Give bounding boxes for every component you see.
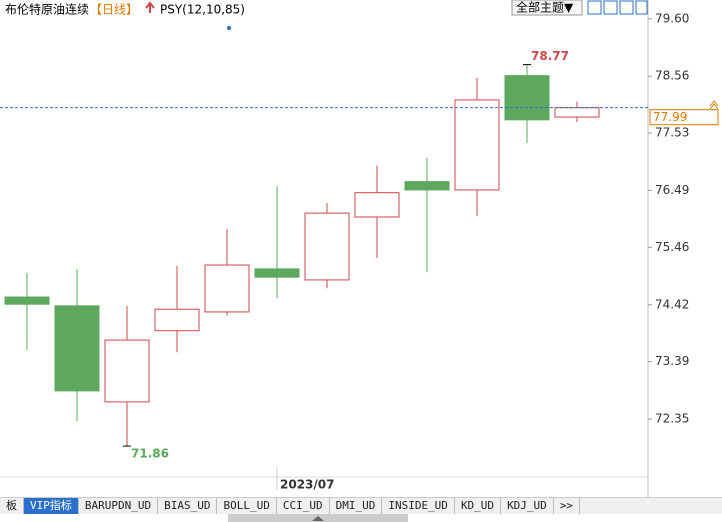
tab-bar: 板 VIP指标 BARUPDN_UD BIAS_UD BOLL_UD CCI_UD DMI_…: [0, 497, 722, 514]
candle-body: [54, 305, 100, 392]
candle-body: [104, 339, 150, 403]
candle-body: [304, 212, 350, 281]
y-tick-label: 75.46: [655, 240, 689, 254]
period: 【日线】: [90, 3, 138, 17]
tab[interactable]: VIP指标: [24, 498, 79, 514]
indicator[interactable]: PSY(12,10,85): [160, 3, 245, 17]
tab[interactable]: >>: [554, 498, 581, 514]
y-tick-label: 73.39: [655, 354, 689, 368]
candle-body: [4, 296, 50, 305]
theme-button[interactable]: [511, 0, 583, 16]
y-tick-label: 78.56: [655, 69, 689, 83]
scroll-arrow[interactable]: [312, 516, 324, 521]
tab[interactable]: BIAS_UD: [158, 498, 218, 514]
candle-body: [154, 308, 200, 332]
chart-title: 布伦特原油连续: [5, 2, 89, 17]
tab[interactable]: INSIDE_UD: [382, 498, 455, 514]
high-label: 78.77: [531, 49, 569, 63]
tab[interactable]: CCI_UD: [277, 498, 330, 514]
scroll[interactable]: [0, 513, 722, 522]
candle-body: [254, 268, 300, 278]
y-tick-label: 74.42: [655, 297, 689, 311]
candle-body: [204, 264, 250, 313]
price-box: [649, 109, 719, 126]
low-label: 71.86: [131, 447, 169, 461]
y-tick-label: 76.49: [655, 183, 689, 197]
indicator-icon[interactable]: [145, 1, 155, 13]
y-tick-label: 79.60: [655, 11, 689, 25]
price-arrow: [709, 100, 719, 110]
toolbar-icons[interactable]: [587, 0, 648, 15]
tab[interactable]: BOLL_UD: [217, 498, 277, 514]
x-tick-label: 2023/07: [280, 478, 334, 492]
chart: 布伦特原油连续 【日线】 PSY(12,10,85) 全部主题▼ 79.60 78…: [0, 0, 719, 497]
marker-dot: [227, 26, 231, 30]
tab[interactable]: KD_UD: [455, 498, 502, 514]
candle-body: [404, 181, 450, 191]
candle-body: [454, 99, 500, 191]
tab[interactable]: BARUPDN_UD: [79, 498, 159, 514]
candle-body: [354, 192, 400, 218]
theme-label[interactable]: 全部主题▼: [516, 0, 574, 15]
price-label: 77.99: [653, 110, 687, 124]
tab[interactable]: DMI_UD: [330, 498, 383, 514]
y-tick-label: 77.53: [655, 126, 689, 140]
tab[interactable]: 板: [0, 498, 24, 514]
candle-body: [554, 107, 600, 118]
tab[interactable]: KDJ_UD: [501, 498, 554, 514]
y-tick-label: 72.35: [655, 412, 689, 426]
candle-body: [504, 75, 550, 121]
